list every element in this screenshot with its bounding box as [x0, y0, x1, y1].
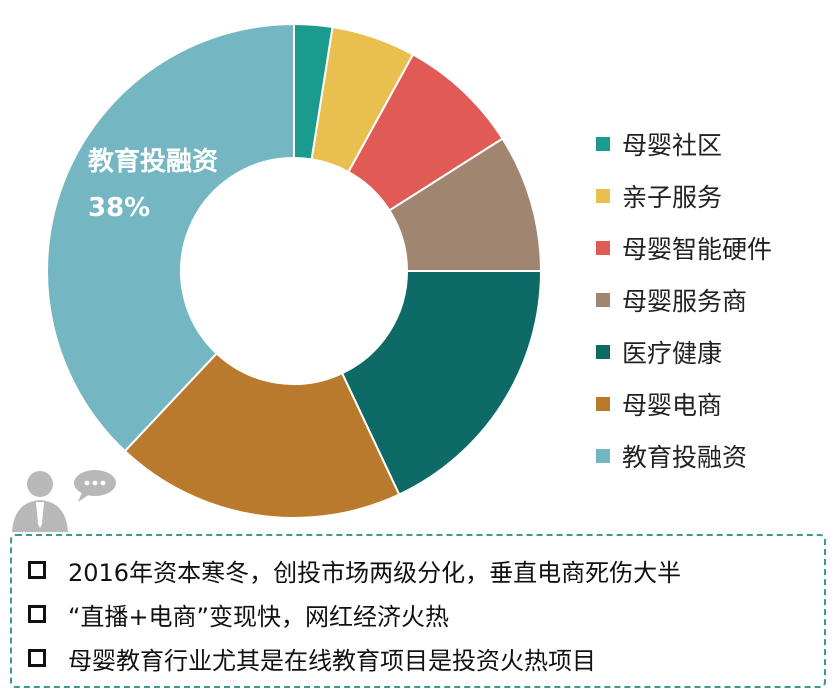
legend-label: 母婴社区	[622, 131, 723, 160]
legend-item: 亲子服务	[596, 170, 772, 222]
user-avatar-icon	[12, 470, 116, 532]
legend-item: 医疗健康	[596, 326, 772, 378]
legend-item: 母婴社区	[596, 118, 772, 170]
legend-swatch	[596, 189, 610, 203]
checkbox-square-icon	[28, 649, 46, 667]
legend-swatch	[596, 293, 610, 307]
legend-swatch	[596, 241, 610, 255]
checkbox-square-icon	[28, 605, 46, 623]
legend-swatch	[596, 345, 610, 359]
annotation-value: 38%	[88, 193, 150, 223]
legend-item: 母婴智能硬件	[596, 222, 772, 274]
note-text: 母婴教育行业尤其是在线教育项目是投资火热项目	[68, 646, 596, 675]
donut-slice	[123, 351, 401, 519]
note-item: “直播+电商”变现快，网红经济火热	[28, 592, 814, 636]
speech-bubble-icon	[74, 470, 116, 502]
legend-label: 亲子服务	[622, 183, 723, 212]
legend-label: 教育投融资	[622, 443, 748, 472]
donut-slice	[340, 270, 543, 496]
legend-label: 母婴服务商	[622, 287, 748, 316]
legend-label: 医疗健康	[622, 339, 723, 368]
chart-legend: 母婴社区亲子服务母婴智能硬件 母婴服务商医疗健康母婴电商教育投融资	[596, 118, 772, 482]
legend-item: 母婴服务商	[596, 274, 772, 326]
donut-chart: 教育投融资 38%	[46, 22, 543, 519]
legend-item: 母婴电商	[596, 378, 772, 430]
legend-label: 母婴智能硬件	[622, 235, 773, 264]
legend-item: 教育投融资	[596, 430, 772, 482]
annotation-label: 教育投融资	[88, 146, 218, 177]
legend-label: 母婴电商	[622, 391, 723, 420]
note-item: 2016年资本寒冬，创投市场两级分化，垂直电商死伤大半	[28, 548, 814, 592]
notes-box: 2016年资本寒冬，创投市场两级分化，垂直电商死伤大半 “直播+电商”变现快，网…	[10, 534, 826, 688]
legend-swatch	[596, 449, 610, 463]
note-item: 母婴教育行业尤其是在线教育项目是投资火热项目	[28, 636, 814, 680]
legend-swatch	[596, 397, 610, 411]
donut-slice	[46, 22, 295, 453]
note-text: “直播+电商”变现快，网红经济火热	[68, 602, 449, 631]
legend-swatch	[596, 137, 610, 151]
note-text: 2016年资本寒冬，创投市场两级分化，垂直电商死伤大半	[68, 558, 682, 587]
checkbox-square-icon	[28, 561, 46, 579]
